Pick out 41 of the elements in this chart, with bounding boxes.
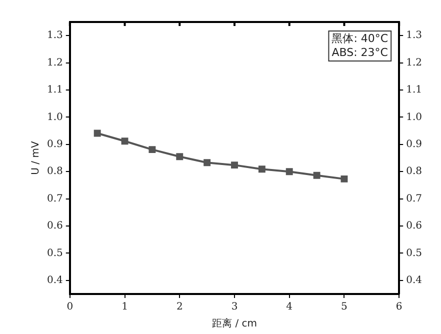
y-tick-label: 0.9 (46, 138, 63, 150)
y2-tick-label: 0.7 (406, 193, 422, 204)
point (340, 175, 348, 182)
x-tick-label: 5 (341, 302, 348, 313)
annotation: 黑体: 40°C (332, 32, 388, 45)
y2-tick-label: 0.8 (406, 166, 422, 178)
y-tick-label: 0.6 (46, 220, 63, 232)
y2-tick-label: 0.4 (406, 274, 422, 286)
y-tick-label: 1.3 (46, 30, 63, 42)
point (94, 130, 101, 137)
point (286, 168, 293, 176)
y2-tick-label: 1.2 (406, 57, 422, 68)
point (148, 146, 156, 154)
y-tick-label: 0.4 (46, 274, 63, 286)
y-tick-label: 0.5 (46, 248, 63, 259)
x-tick-label: 0 (66, 302, 74, 313)
annotation: ABS: 23°C (332, 46, 388, 59)
point (176, 153, 184, 160)
point (204, 159, 211, 166)
y2-tick-label: 1.0 (406, 112, 422, 123)
y2-tick-label: 0.9 (406, 138, 422, 150)
y2-tick-label: 1.1 (406, 84, 422, 96)
x-tick-label: 4 (286, 302, 293, 313)
x-tick-label: 6 (396, 302, 402, 313)
y-tick-label: 0.7 (46, 193, 63, 204)
x-tick-label: 3 (231, 302, 238, 313)
point (231, 162, 238, 169)
y-tick-label: 1.2 (46, 57, 63, 68)
y2-tick-label: 0.5 (406, 248, 422, 259)
x-axis-title: 距离 / cm (212, 318, 257, 330)
point (258, 166, 266, 173)
y-tick-label: 1.1 (46, 84, 63, 96)
y-axis-title: U / mV (30, 141, 42, 175)
y2-tick-label: 1.3 (406, 30, 422, 42)
x-tick-label: 2 (176, 302, 183, 313)
y-tick-label: 1.0 (46, 112, 63, 123)
y2-tick-label: 0.6 (406, 220, 422, 232)
x-tick-label: 1 (122, 302, 128, 313)
point (121, 138, 128, 145)
point (313, 172, 320, 179)
y-tick-label: 0.8 (46, 166, 63, 178)
